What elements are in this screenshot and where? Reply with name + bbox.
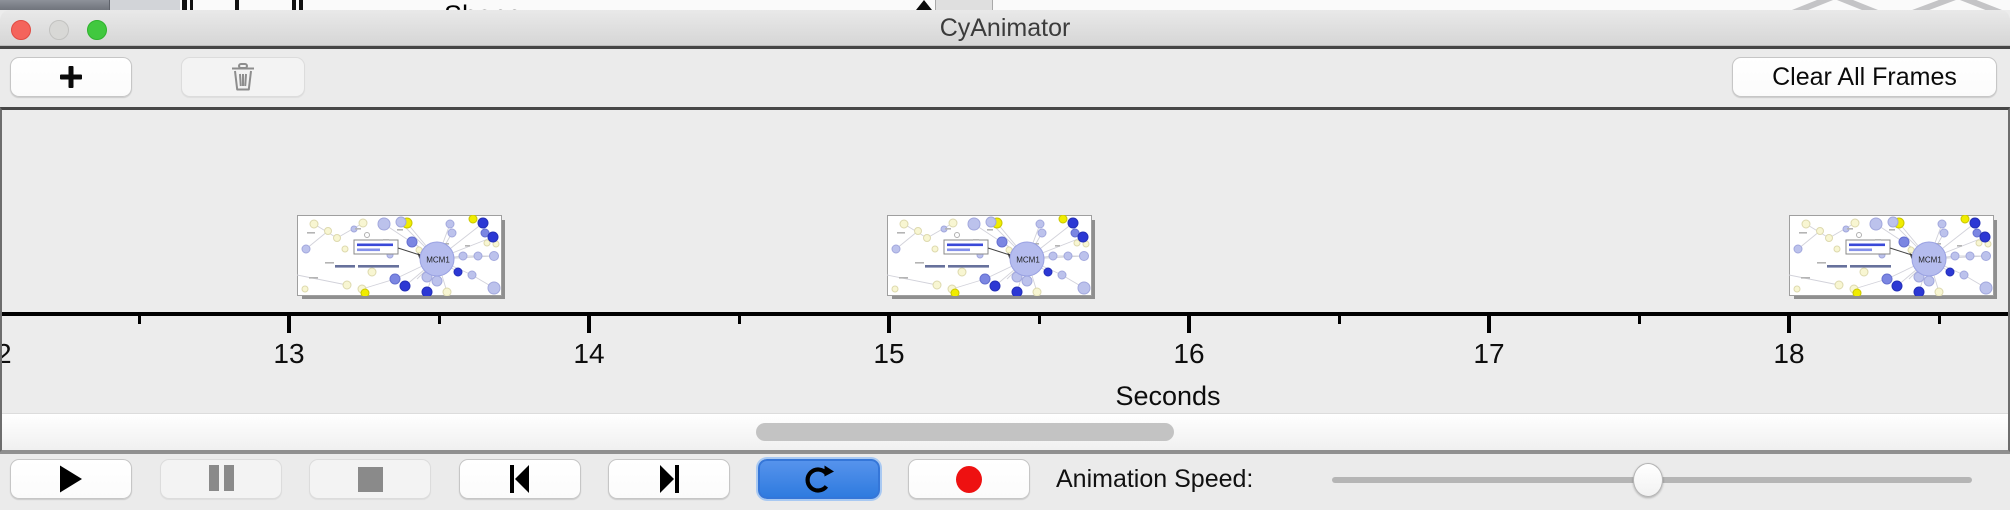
axis-tick-label: 17: [1473, 338, 1505, 369]
background-button-fragment: [935, 0, 993, 10]
titlebar-divider: [0, 46, 2010, 49]
axis-major-tick: [1187, 316, 1191, 333]
axis-tick-label: 16: [1173, 338, 1205, 369]
skip-to-end-icon: [660, 465, 679, 493]
zoom-button[interactable]: [87, 20, 107, 40]
background-diagonal-lines: [1791, 0, 2003, 10]
skip-to-end-button[interactable]: [608, 459, 730, 499]
network-graph: MCM1: [887, 215, 1092, 296]
titlebar[interactable]: CyAnimator: [0, 10, 2010, 46]
plus-icon: [60, 66, 82, 88]
stop-icon: [357, 466, 383, 492]
network-node-label: MCM1: [426, 256, 450, 265]
timeline-panel: 2 Seconds 13 14 15 16 17 18: [2, 110, 2008, 413]
scrollbar-thumb[interactable]: [756, 423, 1174, 441]
delete-frame-button[interactable]: [181, 57, 305, 97]
window-title: CyAnimator: [939, 14, 1071, 42]
axis-unit-label: Seconds: [1115, 381, 1221, 411]
axis-major-tick: [1787, 316, 1791, 333]
axis-major-tick: [887, 316, 891, 333]
network-node-label: MCM1: [1016, 256, 1040, 265]
background-window-fragment: [110, 0, 180, 10]
background-window-text: Shape: [444, 0, 522, 10]
add-frame-button[interactable]: [10, 57, 132, 97]
cyanimator-window: CyAnimator Clear All Frame: [0, 10, 2010, 510]
network-graph: MCM1: [1789, 215, 1994, 296]
stop-button[interactable]: [309, 459, 431, 499]
background-glyph-fragments: [182, 0, 303, 10]
frame-thumbnail[interactable]: MCM1: [887, 215, 1092, 296]
axis-minor-tick: [1337, 316, 1341, 324]
axis-tick-label: 2: [2, 338, 12, 369]
horizontal-scrollbar[interactable]: [2, 413, 2008, 450]
skip-to-start-icon: [510, 465, 529, 493]
axis-major-tick: [1487, 316, 1491, 333]
playback-controls: Animation Speed:: [0, 452, 2010, 510]
skip-to-start-button[interactable]: [459, 459, 581, 499]
speed-slider-knob[interactable]: [1633, 463, 1663, 497]
trash-icon: [232, 63, 254, 91]
axis-tick-label: 14: [573, 338, 605, 369]
frame-thumbnail[interactable]: MCM1: [1789, 215, 1994, 296]
axis-minor-tick: [137, 316, 141, 324]
frame-thumbnail[interactable]: MCM1: [297, 215, 502, 296]
record-button[interactable]: [908, 459, 1030, 499]
axis-major-tick: [287, 316, 291, 333]
pause-button[interactable]: [160, 459, 282, 499]
close-button[interactable]: [11, 20, 31, 40]
loop-button[interactable]: [758, 459, 880, 499]
axis-tick-label: 15: [873, 338, 905, 369]
background-windows-strip: Shape: [0, 0, 2010, 10]
axis-tick-label: 18: [1773, 338, 1805, 369]
axis-minor-tick: [437, 316, 441, 324]
network-node-label: MCM1: [1918, 256, 1942, 265]
background-window-fragment: [0, 0, 110, 10]
play-icon: [60, 465, 82, 493]
network-graph: MCM1: [297, 215, 502, 296]
background-triangle-fragment: [916, 0, 932, 10]
loop-icon: [805, 465, 834, 493]
axis-minor-tick: [1937, 316, 1941, 324]
axis-minor-tick: [737, 316, 741, 324]
axis-major-tick: [587, 316, 591, 333]
axis-minor-tick: [1637, 316, 1641, 324]
timeline-axis: [2, 312, 2008, 316]
frame-toolbar: Clear All Frames: [0, 49, 2010, 107]
timeline-scrollpane: 2 Seconds 13 14 15 16 17 18: [0, 107, 2010, 452]
play-button[interactable]: [10, 459, 132, 499]
animation-speed-label: Animation Speed:: [1056, 465, 1254, 493]
axis-tick-label: 13: [273, 338, 305, 369]
pause-icon: [208, 464, 234, 494]
minimize-button[interactable]: [49, 20, 69, 40]
axis-minor-tick: [1037, 316, 1041, 324]
record-icon: [956, 465, 982, 493]
clear-all-frames-button[interactable]: Clear All Frames: [1732, 57, 1997, 97]
